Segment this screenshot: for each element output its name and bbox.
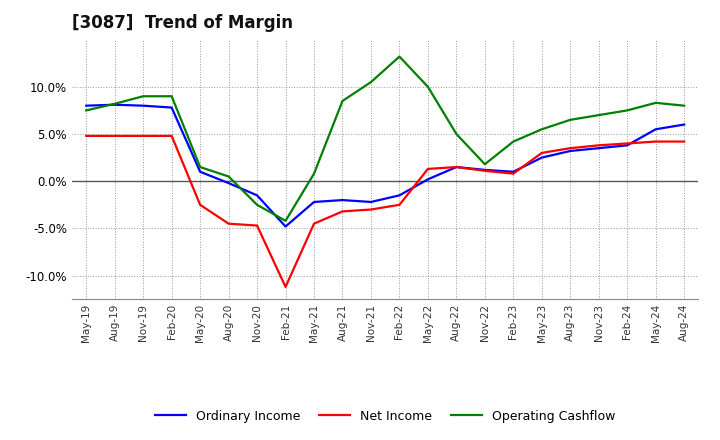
Ordinary Income	[423, 177, 432, 182]
Ordinary Income	[680, 122, 688, 127]
Net Income	[167, 133, 176, 139]
Net Income	[225, 221, 233, 226]
Ordinary Income	[167, 105, 176, 110]
Ordinary Income	[652, 127, 660, 132]
Ordinary Income	[509, 169, 518, 174]
Ordinary Income	[566, 148, 575, 154]
Net Income	[366, 207, 375, 212]
Net Income	[310, 221, 318, 226]
Line: Net Income: Net Income	[86, 136, 684, 287]
Ordinary Income	[139, 103, 148, 108]
Operating Cashflow	[139, 94, 148, 99]
Net Income	[395, 202, 404, 207]
Operating Cashflow	[167, 94, 176, 99]
Operating Cashflow	[566, 117, 575, 122]
Net Income	[595, 143, 603, 148]
Operating Cashflow	[196, 165, 204, 170]
Ordinary Income	[282, 224, 290, 229]
Ordinary Income	[395, 193, 404, 198]
Line: Ordinary Income: Ordinary Income	[86, 105, 684, 227]
Net Income	[139, 133, 148, 139]
Net Income	[680, 139, 688, 144]
Ordinary Income	[366, 199, 375, 205]
Legend: Ordinary Income, Net Income, Operating Cashflow: Ordinary Income, Net Income, Operating C…	[150, 405, 621, 428]
Ordinary Income	[196, 169, 204, 174]
Ordinary Income	[310, 199, 318, 205]
Line: Operating Cashflow: Operating Cashflow	[86, 57, 684, 221]
Operating Cashflow	[310, 171, 318, 176]
Operating Cashflow	[509, 139, 518, 144]
Operating Cashflow	[680, 103, 688, 108]
Operating Cashflow	[423, 84, 432, 89]
Net Income	[423, 166, 432, 172]
Ordinary Income	[338, 198, 347, 203]
Net Income	[566, 146, 575, 151]
Operating Cashflow	[366, 80, 375, 85]
Ordinary Income	[537, 155, 546, 160]
Net Income	[196, 202, 204, 207]
Operating Cashflow	[338, 98, 347, 103]
Operating Cashflow	[623, 108, 631, 113]
Operating Cashflow	[537, 127, 546, 132]
Text: [3087]  Trend of Margin: [3087] Trend of Margin	[72, 15, 293, 33]
Operating Cashflow	[82, 108, 91, 113]
Ordinary Income	[82, 103, 91, 108]
Net Income	[623, 141, 631, 146]
Net Income	[253, 223, 261, 228]
Ordinary Income	[480, 167, 489, 172]
Operating Cashflow	[253, 202, 261, 207]
Net Income	[509, 171, 518, 176]
Operating Cashflow	[395, 54, 404, 59]
Operating Cashflow	[452, 132, 461, 137]
Operating Cashflow	[480, 161, 489, 167]
Ordinary Income	[110, 102, 119, 107]
Net Income	[537, 150, 546, 155]
Net Income	[480, 168, 489, 173]
Ordinary Income	[253, 193, 261, 198]
Net Income	[110, 133, 119, 139]
Net Income	[338, 209, 347, 214]
Net Income	[82, 133, 91, 139]
Net Income	[452, 165, 461, 170]
Operating Cashflow	[225, 174, 233, 179]
Ordinary Income	[452, 165, 461, 170]
Ordinary Income	[595, 146, 603, 151]
Operating Cashflow	[110, 101, 119, 106]
Operating Cashflow	[595, 113, 603, 118]
Operating Cashflow	[652, 100, 660, 106]
Net Income	[282, 284, 290, 290]
Operating Cashflow	[282, 218, 290, 224]
Ordinary Income	[623, 143, 631, 148]
Ordinary Income	[225, 180, 233, 186]
Net Income	[652, 139, 660, 144]
